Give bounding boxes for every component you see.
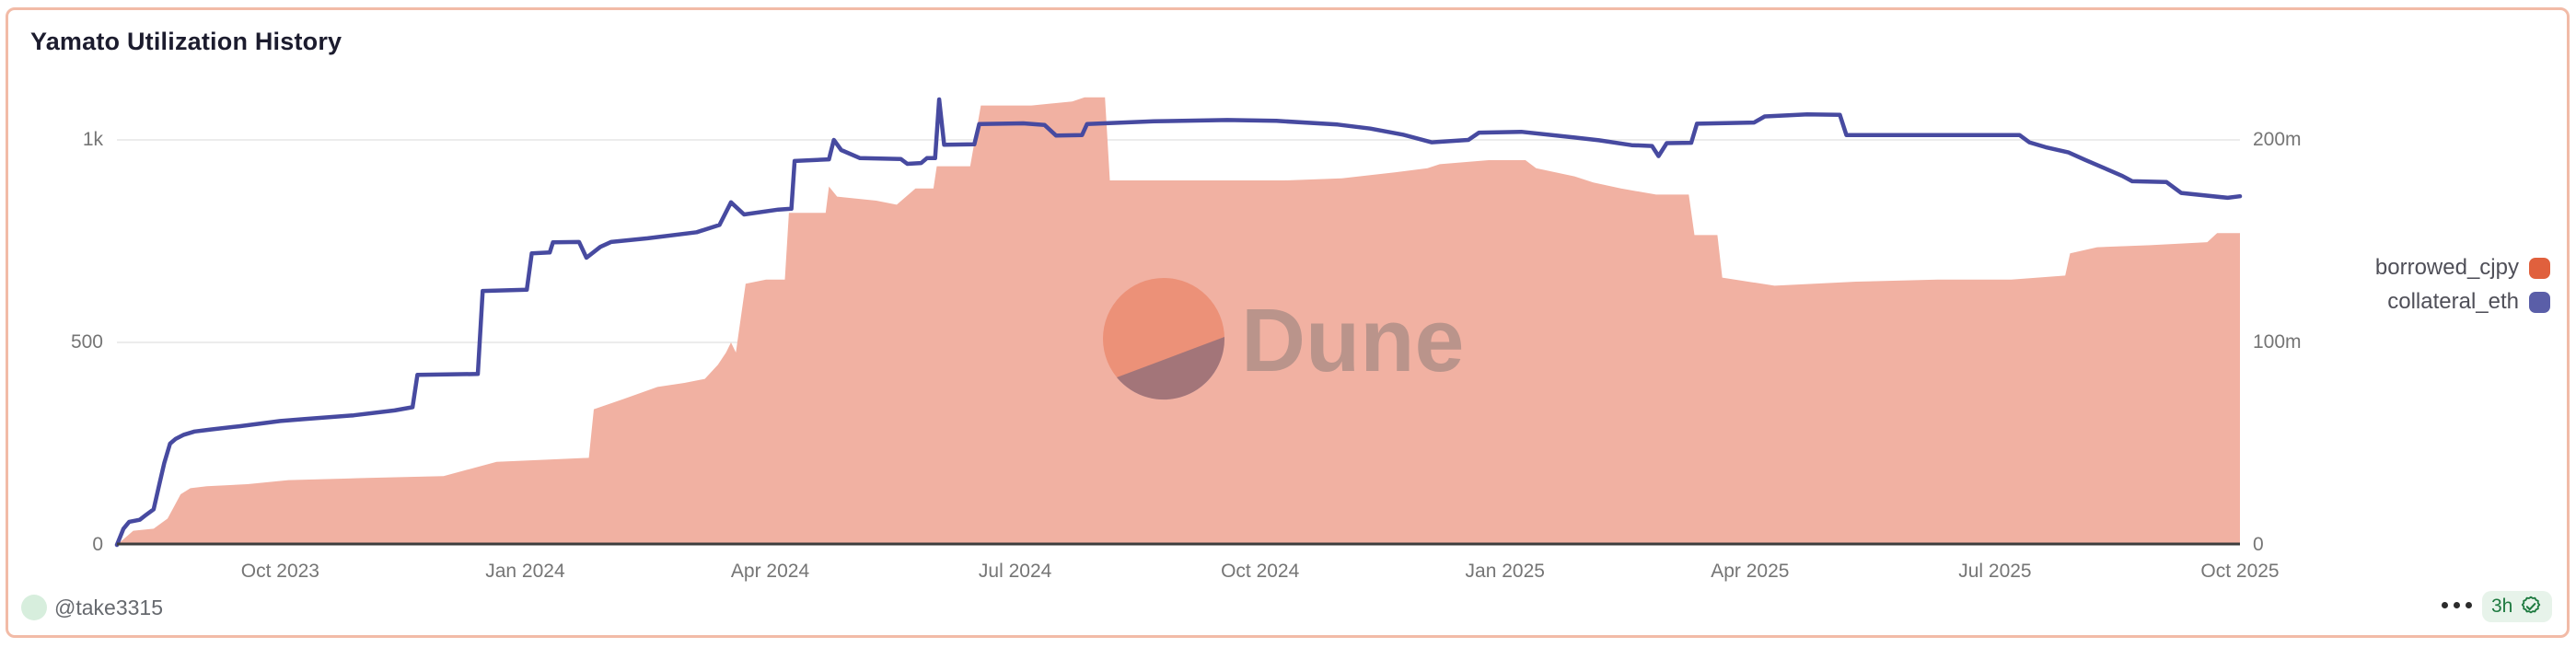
chart-title: Yamato Utilization History bbox=[30, 28, 342, 55]
collateral-eth-swatch-icon bbox=[2529, 291, 2550, 313]
legend-item-borrowed-cjpy[interactable]: borrowed_cjpy bbox=[2375, 255, 2550, 281]
legend-item-collateral-eth[interactable]: collateral_eth bbox=[2387, 289, 2550, 315]
y-axis-left-tick: 0 bbox=[92, 534, 103, 555]
x-axis-tick: Apr 2025 bbox=[1711, 561, 1790, 582]
legend-label-collateral-eth: collateral_eth bbox=[2387, 289, 2519, 314]
y-axis-left-tick: 1k bbox=[82, 129, 103, 150]
x-axis-tick: Jan 2025 bbox=[1465, 561, 1545, 582]
dune-watermark-label: Dune bbox=[1241, 290, 1465, 390]
author-avatar bbox=[21, 595, 47, 620]
borrowed-cjpy-area bbox=[117, 97, 2240, 546]
y-axis-right-tick: 0 bbox=[2253, 534, 2264, 555]
y-axis-right-tick: 200m bbox=[2253, 129, 2302, 150]
x-axis-tick: Jan 2024 bbox=[485, 561, 565, 582]
x-axis-tick: Oct 2023 bbox=[240, 561, 319, 582]
freshness-age: 3h bbox=[2491, 596, 2513, 617]
x-axis-tick: Oct 2025 bbox=[2200, 561, 2280, 582]
x-axis-tick: Jul 2025 bbox=[1958, 561, 2032, 582]
legend: borrowed_cjpy collateral_eth bbox=[2375, 255, 2550, 315]
legend-label-borrowed-cjpy: borrowed_cjpy bbox=[2374, 255, 2519, 280]
collateral-eth-line bbox=[114, 97, 2243, 548]
x-axis-tick: Jul 2024 bbox=[978, 561, 1052, 582]
freshness-badge[interactable]: 3h bbox=[2482, 591, 2553, 622]
verified-seal-check-icon bbox=[2522, 596, 2541, 614]
y-axis-left-tick: 500 bbox=[70, 331, 103, 353]
more-options-icon[interactable] bbox=[2442, 602, 2472, 608]
borrowed-cjpy-swatch-icon bbox=[2529, 257, 2550, 279]
author-handle[interactable]: @take3315 bbox=[54, 595, 163, 619]
y-axis-right-tick: 100m bbox=[2253, 331, 2302, 353]
x-axis-tick: Oct 2024 bbox=[1221, 561, 1300, 582]
dune-watermark-icon: Dune bbox=[1103, 278, 1465, 400]
footer-author: @take3315 bbox=[21, 595, 163, 620]
x-axis-tick: Apr 2024 bbox=[730, 561, 810, 582]
